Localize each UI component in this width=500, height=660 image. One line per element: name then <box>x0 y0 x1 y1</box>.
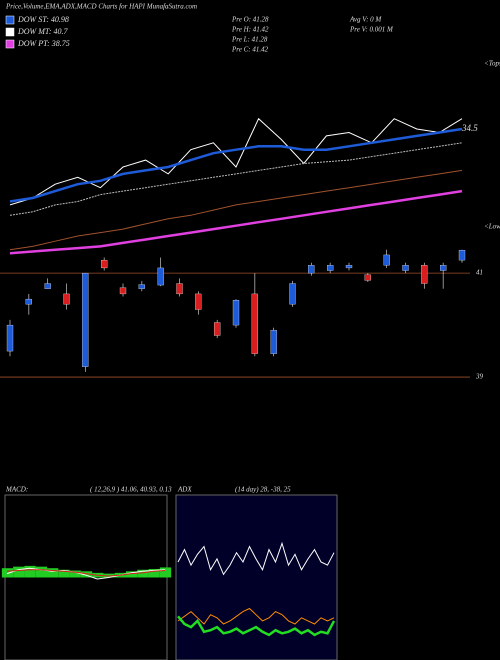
y2-tick-label: 34.5 <box>461 123 478 133</box>
macd-bar <box>24 565 36 578</box>
legend-text: DOW ST: 40.98 <box>17 15 69 24</box>
candle-body <box>383 254 390 266</box>
macd-line <box>6 569 166 577</box>
legend-swatch <box>5 39 15 49</box>
candle-body <box>327 265 334 271</box>
candle-body <box>421 265 428 284</box>
legend-swatch <box>5 15 15 25</box>
adx-line <box>177 541 335 576</box>
volume-prev: Pre V: 0.001 M <box>349 26 394 34</box>
candle-body <box>195 293 202 310</box>
candle-body <box>364 274 371 281</box>
candle-body <box>82 272 89 367</box>
candle-body <box>6 324 14 352</box>
candle-body <box>251 293 258 354</box>
candle-body <box>232 299 240 326</box>
ema-line <box>9 169 463 251</box>
candle-body <box>308 265 315 274</box>
adx-panel <box>175 494 338 660</box>
candle-body <box>63 293 70 305</box>
adx-params: (14 day) 28, -38, 25 <box>235 486 291 494</box>
volume-avg: Avg V: 0 M <box>349 16 382 24</box>
tops-label: <Tops <box>484 60 500 68</box>
macd-line <box>6 567 166 580</box>
ema-line <box>9 189 463 255</box>
y-tick-label: 39 <box>475 373 484 381</box>
candle-body <box>44 283 51 289</box>
candle-body <box>289 283 296 305</box>
macd-bar <box>35 566 47 578</box>
macd-bar <box>137 569 149 578</box>
macd-bar <box>159 567 172 578</box>
candle-body <box>157 267 164 286</box>
candle-body <box>270 330 277 354</box>
lows-label: <Lows <box>484 223 500 231</box>
candle-body <box>214 322 221 336</box>
ema-line <box>9 127 463 203</box>
adx-line <box>177 615 336 637</box>
candle-body <box>176 283 183 295</box>
legend-text: DOW MT: 40.7 <box>17 27 69 36</box>
macd-bar <box>13 566 25 578</box>
candle-body <box>138 284 145 289</box>
legend-swatch <box>5 27 15 37</box>
legend-text: DOW PT: 38.75 <box>17 39 70 48</box>
stat-text: Pre L: 41.28 <box>231 36 268 44</box>
macd-bar <box>148 568 160 578</box>
y-tick-label: 41 <box>476 269 483 277</box>
macd-bar <box>1 568 14 578</box>
ema-line <box>9 117 463 206</box>
macd-bar <box>126 571 138 578</box>
candle-body <box>458 250 466 261</box>
adx-line <box>177 607 335 625</box>
stat-text: Pre O: 41.28 <box>231 16 269 24</box>
candle-body <box>402 265 409 271</box>
page-title: Price,Volume,EMA,ADX,MACD Charts for HAP… <box>5 3 197 11</box>
ema-line <box>9 142 463 216</box>
candle-body <box>440 265 447 271</box>
macd-bar <box>58 569 70 578</box>
stat-text: Pre H: 41.42 <box>231 26 269 34</box>
macd-params: ( 12,26,9 ) 41.06, 40.93, 0.13 <box>90 486 172 494</box>
candle-body <box>119 287 127 295</box>
candle-body <box>25 298 32 305</box>
macd-label: MACD: <box>5 486 28 494</box>
candle-body <box>101 259 108 269</box>
candle-body <box>345 265 353 269</box>
adx-label: ADX <box>177 486 192 494</box>
macd-bar <box>80 571 93 578</box>
macd-bar <box>69 570 81 578</box>
macd-bar <box>47 568 59 578</box>
stat-text: Pre C: 41.42 <box>231 46 269 54</box>
